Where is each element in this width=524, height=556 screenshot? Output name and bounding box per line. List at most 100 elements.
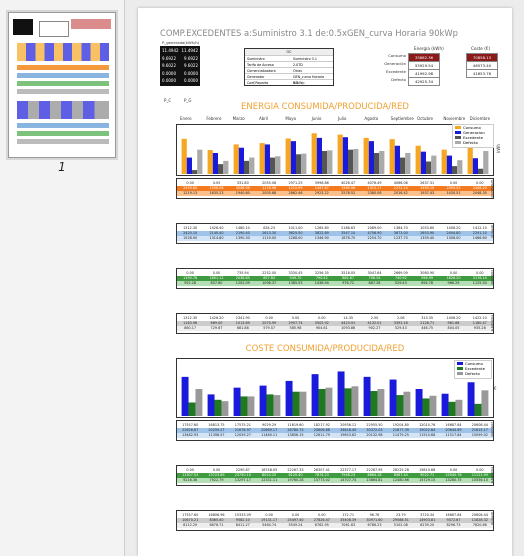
- table-cell: 3625.50: [282, 231, 309, 236]
- table-cell: 2254.70: [361, 236, 388, 241]
- legend-label: Defecto: [465, 371, 480, 376]
- table-cell: 20259.27: [203, 428, 230, 433]
- info-table-key: Tarifa de Acceso: [247, 63, 274, 67]
- table-cell: 0.00: [466, 271, 493, 276]
- table-cell: 313.35: [414, 316, 441, 321]
- table-cell: 15040.76: [440, 473, 467, 478]
- table-cell: 18217.92: [308, 423, 335, 428]
- table-cell: 13297.17: [229, 478, 256, 483]
- cost-legend: Consumo Excedente Defecto: [454, 360, 492, 379]
- legend-label: Defecto: [463, 140, 478, 145]
- table-cell: 19204.80: [387, 423, 414, 428]
- table-cell: 9216.36: [177, 478, 204, 483]
- info-table-key: Generador: [247, 75, 265, 79]
- month-label: Julio: [338, 116, 347, 121]
- table-cell: 8112.29: [177, 523, 204, 528]
- table-cell: 857.84: [256, 276, 283, 281]
- bar-defecto: [223, 160, 229, 174]
- energy-chart: [176, 124, 494, 176]
- table-cell: 2048.35: [466, 191, 493, 196]
- bar-defecto: [247, 396, 255, 416]
- table-cell: 19022.64: [414, 428, 441, 433]
- table-cell: 3673.00: [387, 231, 414, 236]
- table-cell: 3047.64: [361, 271, 388, 276]
- legend-item: Consumo: [455, 361, 491, 366]
- legend-label: Excedente: [463, 135, 483, 140]
- summary-row-value: 0.0000: [184, 78, 198, 83]
- table-cell: 1364.70: [387, 226, 414, 231]
- table-cell: 1801.12: [203, 276, 230, 281]
- legend-label: Consumo: [463, 125, 481, 130]
- table-cell: 30971.60: [361, 518, 388, 523]
- table-cell: 6786.23: [361, 523, 388, 528]
- table-cell: 172.71: [335, 513, 362, 518]
- bar-defecto: [457, 160, 463, 174]
- table-cell: 2637.31: [414, 181, 441, 186]
- table-cell: 1447.67: [308, 186, 335, 191]
- bar-defecto: [403, 391, 411, 416]
- bar-defecto: [353, 149, 359, 174]
- page-thumbnail[interactable]: [8, 12, 116, 158]
- bar-defecto: [325, 387, 333, 416]
- table-cell: 1053.60: [414, 226, 441, 231]
- table-cell: 0.00: [308, 513, 335, 518]
- summary-row-value: 9.6922: [184, 55, 198, 61]
- table-cell: 1406.20: [440, 226, 467, 231]
- legend-item: Defecto: [455, 371, 491, 376]
- table-cell: 7820.66: [466, 523, 493, 528]
- bar-generacion: [264, 144, 270, 174]
- table-side-label: GENERACION: [490, 180, 494, 199]
- table-cell: 860.17: [177, 326, 204, 331]
- table-row: 13482.93 11398.57 12059.27 11460.11 13656.15…: [177, 433, 493, 438]
- table-cell: 2089.00: [361, 226, 388, 231]
- table-cell: 12010.76: [414, 423, 441, 428]
- table-cell: 20606.44: [466, 513, 493, 518]
- bar-excedente: [422, 398, 430, 416]
- legend-item: Excedente: [453, 135, 493, 140]
- bar-consumo: [207, 150, 213, 174]
- table-side-label: CONSUMO: [490, 422, 494, 437]
- table-cell: 1422.10: [466, 316, 493, 321]
- table-cell: 11398.57: [203, 433, 230, 438]
- legend-swatch: [457, 367, 463, 370]
- table-cell: 1096.37: [256, 281, 283, 286]
- table-cell: 740.92: [387, 276, 414, 281]
- thumb-info: [39, 21, 69, 37]
- table-cell: 11307.53: [177, 473, 204, 478]
- table-cell: 0.00: [256, 316, 283, 321]
- table-cell: 961.68: [440, 321, 467, 326]
- bar-excedente: [214, 399, 222, 416]
- table-cell: 5464.74: [256, 523, 283, 528]
- bar-consumo: [337, 134, 343, 174]
- table-cell: 8296.75: [440, 523, 467, 528]
- table-cell: 1013.89: [229, 321, 256, 326]
- table-cell: 1312.30: [177, 226, 204, 231]
- table-cell: 694.78: [414, 281, 441, 286]
- table-cell: 7874.23: [308, 473, 335, 478]
- table-cell: 1406.20: [440, 316, 467, 321]
- table-cell: 3080.90: [414, 271, 441, 276]
- table-cell: 9029.29: [256, 423, 283, 428]
- table-cell: 3518.05: [335, 271, 362, 276]
- bar-excedente: [270, 157, 276, 174]
- table-cell: 7948.23: [335, 473, 362, 478]
- table-cell: 0.00: [177, 271, 204, 276]
- month-label: Agosto: [364, 116, 379, 121]
- table-cell: 2190.40: [229, 231, 256, 236]
- energy-box-title: Energía (kWh): [414, 46, 444, 51]
- table-cell: 19653.62: [335, 433, 362, 438]
- info-table-value: 2.0TD: [293, 63, 303, 67]
- table-cell: 3046.96: [229, 186, 256, 191]
- data-table: 0.00 4.05 331.80 2055.06 2971.25 3996.86 4026.…: [176, 178, 494, 199]
- table-cell: 2862.46: [282, 191, 309, 196]
- table-row: 0.00 4.05 331.80 2055.06 2971.25 3996.86 4026.…: [177, 181, 493, 186]
- table-cell: 3330.45: [282, 271, 309, 276]
- table-cell: 1390.30: [229, 236, 256, 241]
- table-cell: 0.00: [440, 181, 467, 186]
- table-cell: 956.99: [414, 276, 441, 281]
- table-cell: 6762.95: [308, 523, 335, 528]
- info-table-value: Suministro 3.1: [293, 57, 317, 61]
- table-cell: 1125.50: [466, 281, 493, 286]
- table-cell: 11828.32: [466, 518, 493, 523]
- table-row: 22626.87 20259.27 21678.97 20669.17 28780.73…: [177, 428, 493, 433]
